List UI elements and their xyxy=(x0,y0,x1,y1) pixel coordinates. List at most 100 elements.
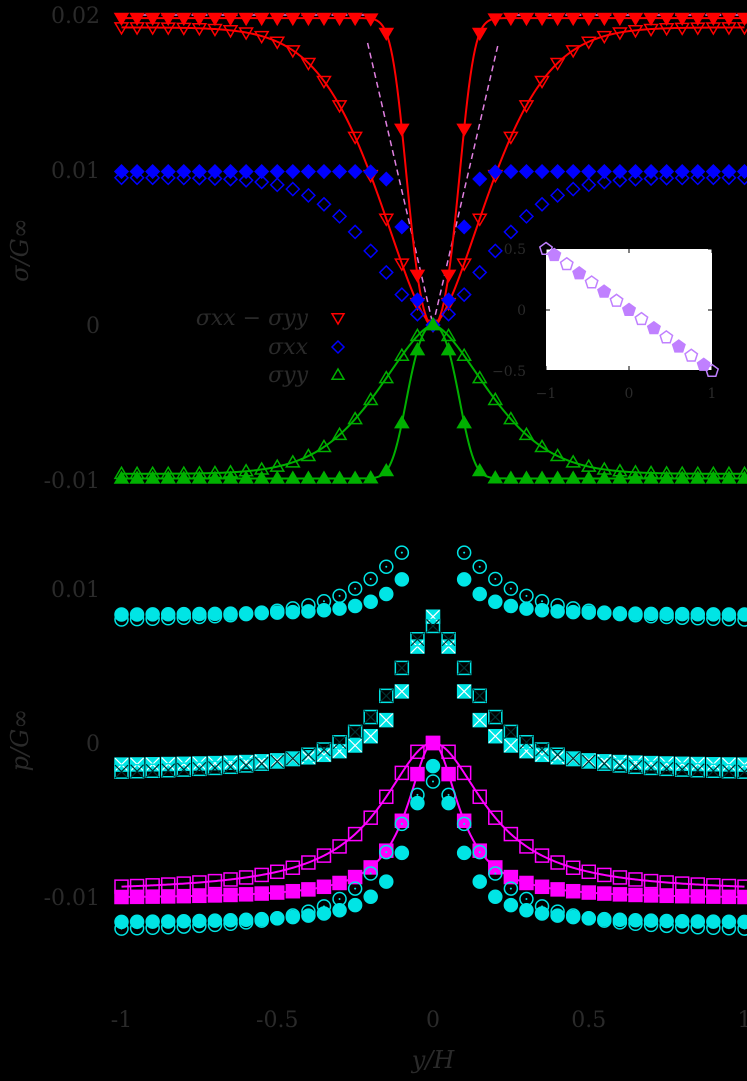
x-tick-label: 0 xyxy=(426,1008,440,1033)
data-point-marker xyxy=(628,916,643,932)
data-point-marker xyxy=(394,219,410,235)
data-point-marker xyxy=(316,742,332,757)
data-point-marker xyxy=(550,747,565,762)
data-point-marker xyxy=(580,12,597,27)
legend-label: σxx − σyy xyxy=(196,306,309,331)
data-point-marker xyxy=(696,357,711,371)
data-point-marker xyxy=(612,758,628,773)
data-point-marker xyxy=(114,879,129,894)
fit-line xyxy=(121,323,745,475)
x-tick-label: 1 xyxy=(738,1008,747,1033)
data-point-marker xyxy=(363,243,379,259)
data-point-marker xyxy=(612,606,628,622)
data-point-marker xyxy=(518,163,535,180)
data-point-marker xyxy=(612,172,628,188)
data-point-marker xyxy=(534,470,550,484)
inset-series-pentagon-open xyxy=(538,241,720,378)
data-point-marker xyxy=(253,470,270,484)
data-point-marker xyxy=(628,912,643,928)
legend-label: σyy xyxy=(268,363,308,388)
data-point-marker xyxy=(690,762,706,778)
inset-plot: −1 0 1 0.5 0 −0.5 xyxy=(492,241,720,402)
data-point-marker xyxy=(721,170,737,186)
series-square-open xyxy=(114,735,747,894)
data-point-marker xyxy=(207,760,223,776)
series-circle-open xyxy=(114,545,747,627)
data-point-marker xyxy=(627,171,644,187)
data-point-marker xyxy=(253,12,270,27)
data-point-marker xyxy=(222,12,239,27)
data-point-marker xyxy=(301,904,316,919)
data-point-marker xyxy=(503,581,519,596)
data-point-marker xyxy=(332,588,347,604)
data-point-marker xyxy=(488,571,503,587)
data-point-marker xyxy=(519,588,534,604)
data-point-marker xyxy=(378,27,395,42)
data-point-marker xyxy=(238,172,254,188)
data-point-marker xyxy=(114,921,129,936)
data-point-marker xyxy=(471,370,488,384)
data-point-marker xyxy=(456,123,472,137)
data-point-marker xyxy=(550,855,565,870)
data-point-marker xyxy=(394,123,410,137)
data-point-marker xyxy=(456,660,472,676)
x-tick-label: 0.5 xyxy=(571,1008,606,1033)
data-point-marker xyxy=(721,607,737,622)
data-point-marker xyxy=(580,36,597,50)
data-point-marker xyxy=(394,347,410,361)
data-point-marker xyxy=(269,177,285,193)
data-point-marker xyxy=(270,864,285,880)
data-point-marker xyxy=(409,292,425,308)
data-point-marker xyxy=(456,813,472,829)
data-point-marker xyxy=(410,766,425,782)
data-point-marker xyxy=(301,855,316,870)
series-diamond-open xyxy=(113,170,747,333)
data-point-marker xyxy=(207,917,223,933)
data-point-marker xyxy=(674,465,691,479)
data-point-marker xyxy=(456,572,472,587)
data-point-marker xyxy=(690,889,706,904)
data-point-marker xyxy=(721,465,737,480)
data-point-marker xyxy=(270,911,285,926)
data-point-marker xyxy=(581,163,597,180)
data-point-marker xyxy=(129,22,145,36)
data-point-marker xyxy=(379,789,394,805)
data-point-marker xyxy=(487,391,504,406)
data-point-marker xyxy=(612,463,628,477)
data-point-marker xyxy=(659,761,674,777)
data-point-marker xyxy=(597,284,612,298)
data-point-marker xyxy=(160,611,176,626)
data-point-marker xyxy=(285,45,301,59)
data-point-marker xyxy=(316,470,332,484)
data-point-marker xyxy=(285,604,301,620)
data-point-marker xyxy=(362,391,379,406)
data-point-marker xyxy=(363,889,378,904)
data-point-marker xyxy=(363,164,379,180)
data-point-marker xyxy=(425,618,441,634)
data-point-marker xyxy=(363,866,378,881)
data-point-marker xyxy=(706,611,721,626)
data-point-marker xyxy=(534,438,550,453)
data-point-marker xyxy=(207,609,223,624)
series-triangle-up-filled xyxy=(113,317,747,484)
data-point-marker xyxy=(534,12,550,27)
data-point-marker xyxy=(363,571,378,587)
data-point-marker xyxy=(621,302,637,317)
data-point-marker xyxy=(519,601,534,616)
data-point-marker xyxy=(643,760,659,776)
data-point-marker xyxy=(597,756,612,771)
data-point-marker xyxy=(223,759,238,775)
data-point-marker xyxy=(549,57,566,72)
data-point-marker xyxy=(584,275,599,289)
data-point-marker xyxy=(192,875,207,890)
data-point-marker xyxy=(269,36,286,50)
data-point-marker xyxy=(705,22,722,36)
data-point-marker xyxy=(659,913,674,929)
data-point-marker xyxy=(176,170,192,186)
data-point-marker xyxy=(690,920,706,935)
data-point-marker xyxy=(628,759,643,775)
data-point-marker xyxy=(565,908,581,923)
data-point-marker xyxy=(518,100,535,114)
data-point-marker xyxy=(316,879,332,895)
data-point-marker xyxy=(254,756,269,771)
